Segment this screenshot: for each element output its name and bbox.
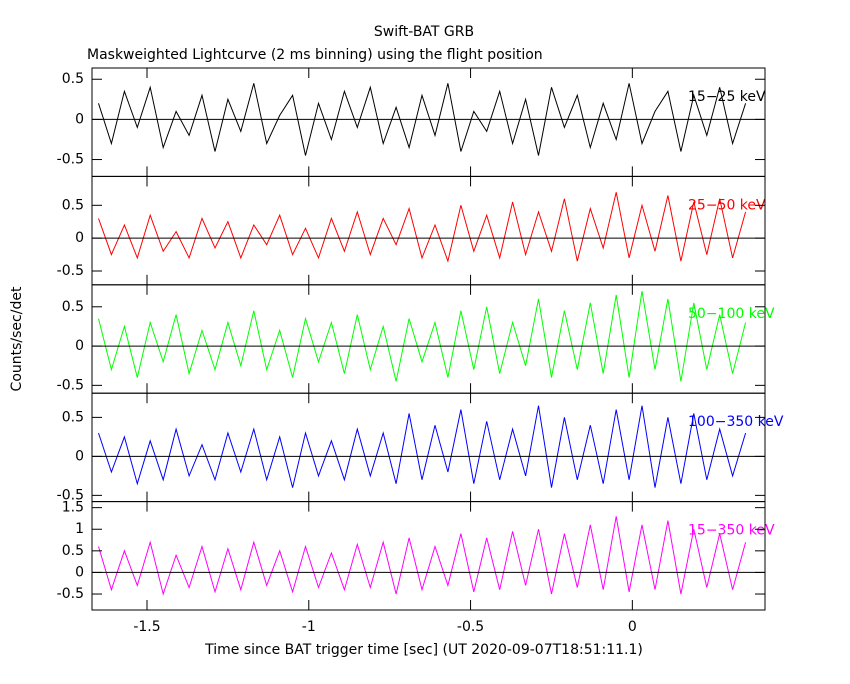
x-tick-label: -1.5 xyxy=(133,619,160,635)
x-axis-label: Time since BAT trigger time [sec] (UT 20… xyxy=(204,642,643,658)
y-tick-label: 0 xyxy=(75,111,84,127)
band-label: 50−100 keV xyxy=(688,306,775,322)
y-tick-label: 0 xyxy=(75,338,84,354)
band-label: 15−350 keV xyxy=(688,523,775,539)
light-curve xyxy=(98,291,747,382)
chart-title: Swift-BAT GRB xyxy=(374,24,474,40)
y-tick-label: 0 xyxy=(75,448,84,464)
panel-frame xyxy=(91,501,766,611)
y-tick-label: -0.5 xyxy=(57,152,84,168)
y-tick-label: 1.5 xyxy=(62,500,84,516)
y-tick-label: 0.5 xyxy=(62,197,84,213)
y-tick-label: -0.5 xyxy=(57,263,84,279)
light-curve xyxy=(98,192,747,263)
y-tick-label: 0.5 xyxy=(62,543,84,559)
y-tick-label: 1 xyxy=(75,521,84,537)
x-tick-label: 0 xyxy=(628,619,637,635)
y-tick-label: 0.5 xyxy=(62,299,84,315)
band-label: 15−25 keV xyxy=(688,89,766,105)
chart-subtitle: Maskweighted Lightcurve (2 ms binning) u… xyxy=(87,47,543,63)
band-label: 25−50 keV xyxy=(688,197,766,213)
y-tick-label: 0.5 xyxy=(62,71,84,87)
y-tick-label: -0.5 xyxy=(57,377,84,393)
x-tick-label: -0.5 xyxy=(457,619,484,635)
y-tick-label: -0.5 xyxy=(57,586,84,602)
light-curve xyxy=(98,516,747,596)
x-tick-label: -1 xyxy=(302,619,316,635)
light-curve xyxy=(98,83,747,156)
y-tick-label: -0.5 xyxy=(57,487,84,503)
band-label: 100−350 keV xyxy=(688,414,784,430)
y-tick-label: 0 xyxy=(75,564,84,580)
y-axis-label: Counts/sec/det xyxy=(9,286,25,391)
y-tick-label: 0 xyxy=(75,230,84,246)
y-tick-label: 0.5 xyxy=(62,409,84,425)
